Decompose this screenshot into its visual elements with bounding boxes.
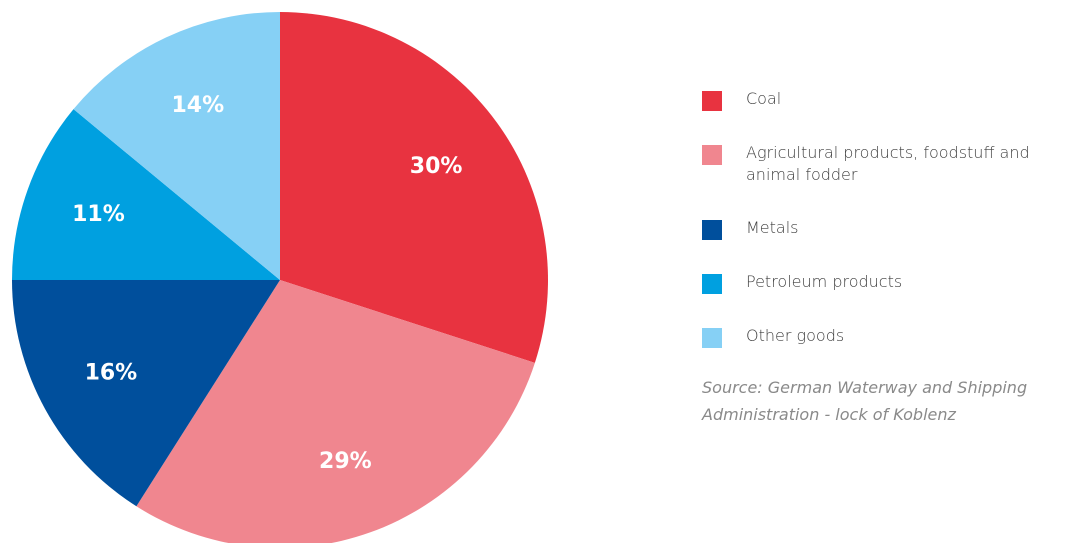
legend-item: Petroleum products	[702, 271, 1074, 294]
legend-label: Agricultural products, foodstuff and ani…	[746, 143, 1030, 184]
pie-slice-petroleum	[12, 109, 280, 280]
source-note: Source: German Waterway and Shipping Adm…	[702, 378, 1028, 424]
legend-item: Metals	[702, 217, 1074, 240]
legend: Coal Agricultural products, foodstuff and…	[702, 88, 1074, 428]
pie-chart: 30% 29% 16% 11% 14%	[12, 12, 548, 543]
legend-label: Coal	[746, 89, 782, 108]
slice-label: 14%	[172, 93, 225, 118]
legend-swatch	[702, 274, 722, 294]
legend-item: Coal	[702, 88, 1074, 111]
legend-item: Other goods	[702, 325, 1074, 348]
legend-label: Other goods	[746, 326, 845, 345]
legend-item: Agricultural products, foodstuff and ani…	[702, 142, 1074, 186]
legend-label: Petroleum products	[746, 272, 903, 291]
legend-label: Metals	[746, 218, 799, 237]
legend-swatch	[702, 328, 722, 348]
legend-swatch	[702, 220, 722, 240]
slice-label: 16%	[85, 360, 138, 385]
slice-label: 30%	[410, 154, 463, 179]
pie-slice-coal	[280, 12, 548, 363]
pie-slice-agricultural	[136, 280, 535, 543]
legend-swatch	[702, 145, 722, 165]
legend-swatch	[702, 91, 722, 111]
slice-label: 11%	[72, 202, 125, 227]
pie-slice-metals	[12, 280, 280, 507]
slice-label: 29%	[319, 449, 372, 474]
pie-slice-other	[73, 12, 281, 280]
